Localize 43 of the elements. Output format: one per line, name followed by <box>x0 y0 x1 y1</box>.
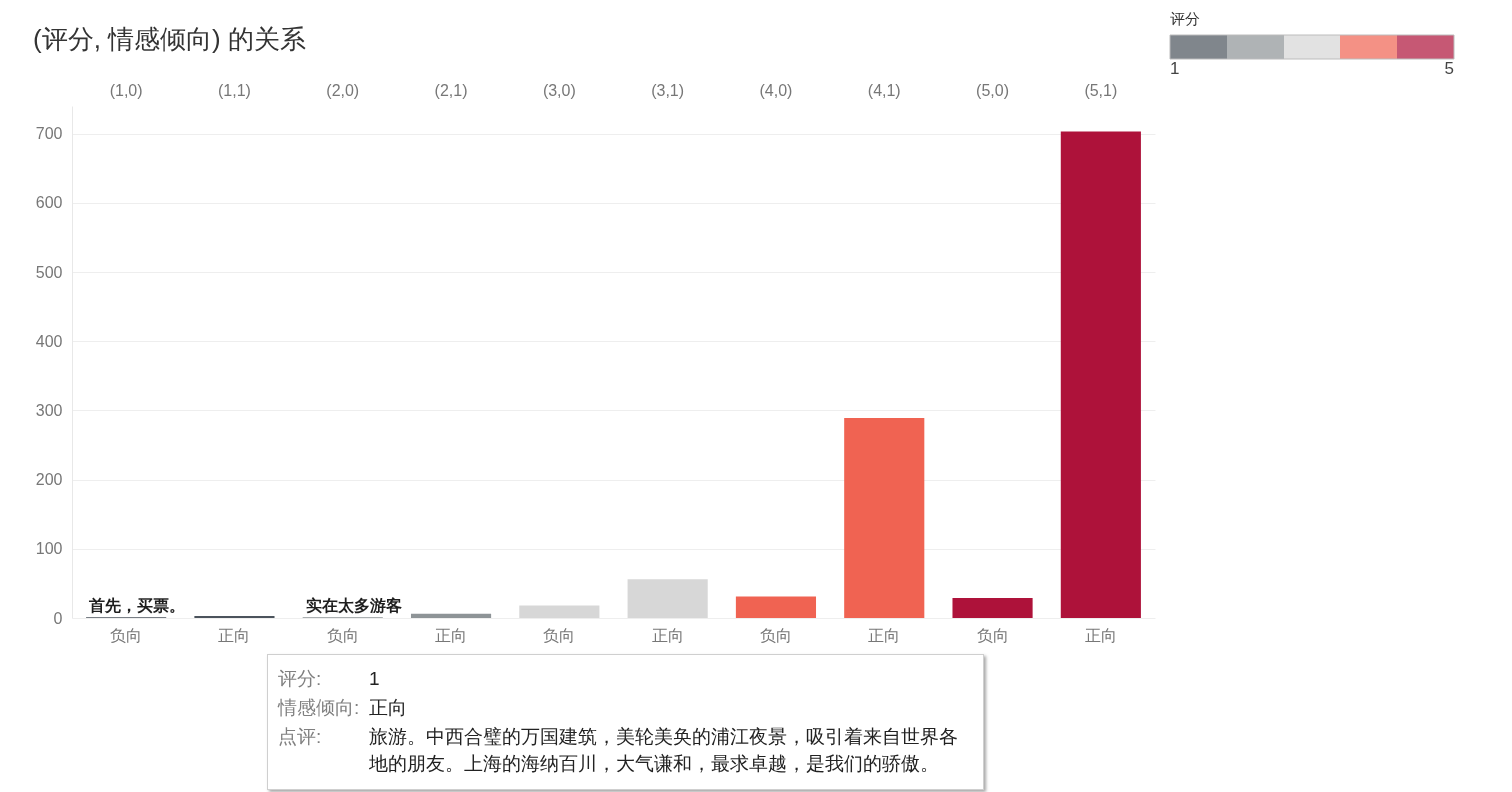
color-bar-title: 评分 <box>1170 10 1200 27</box>
x-tick-label: (4,1) <box>867 81 901 99</box>
y-tick-label: 700 <box>35 125 63 143</box>
x-tick-label: (2,1) <box>434 81 468 99</box>
chart-title: (评分, 情感倾向) 的关系 <box>33 24 306 54</box>
y-tick-label: 600 <box>35 194 63 212</box>
x-tick-label: (5,0) <box>976 81 1009 99</box>
color-bar-label: 5 <box>1444 59 1454 78</box>
text: 正向 <box>218 627 251 644</box>
x-tick-label: (1,1) <box>218 81 251 99</box>
text: 负向 <box>326 627 359 644</box>
x-tick-label: (4,0) <box>759 81 793 99</box>
bar <box>410 613 492 618</box>
bar <box>952 597 1033 618</box>
y-tick-label: 300 <box>35 401 63 419</box>
text: 负向 <box>759 627 792 644</box>
x-tick-label: (1,0) <box>109 81 143 99</box>
x-tick-label: (2,0) <box>326 81 360 99</box>
text: 正向 <box>651 627 684 644</box>
bar <box>735 596 817 618</box>
y-tick-label: 500 <box>35 263 63 281</box>
bar <box>627 579 708 618</box>
annotation: 首先，买票。 <box>88 597 186 615</box>
color-bar-label: 1 <box>1170 59 1180 78</box>
bar <box>1060 131 1141 618</box>
y-tick-label: 400 <box>35 332 63 350</box>
text: 负向 <box>976 627 1009 644</box>
text: 正向 <box>868 627 901 644</box>
y-tick-label: 0 <box>53 609 63 627</box>
bar <box>519 605 600 618</box>
tooltip-box: 评分: 1 情感倾向: 正向 点评: 旅游。中西合璧的万国建筑，美轮美奂的浦江夜景，吸引着来自世界各地的朋友。上海的海纳百川，大气谦和，最求卓越，是我们的骄傲。 <box>267 654 984 790</box>
annotation: 实在太多游客 <box>305 596 402 615</box>
y-tick-label: 100 <box>35 540 63 558</box>
x-tick-label: (3,1) <box>651 81 685 99</box>
text: 正向 <box>435 627 468 644</box>
x-tick-label: (5,1) <box>1084 81 1118 99</box>
text: 负向 <box>543 627 576 644</box>
text: 正向 <box>1084 627 1117 644</box>
text: 负向 <box>110 627 143 644</box>
bar <box>194 615 275 618</box>
y-tick-label: 200 <box>35 471 63 489</box>
bar <box>844 418 925 618</box>
x-tick-label: (3,0) <box>542 81 576 99</box>
